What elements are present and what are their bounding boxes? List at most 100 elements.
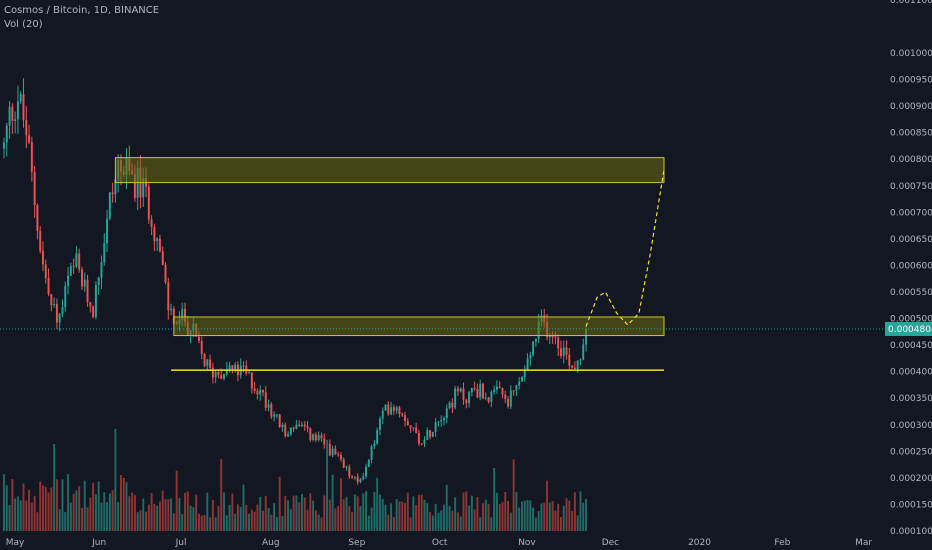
candle-body — [331, 448, 334, 456]
candle-body — [512, 390, 515, 392]
volume-bar — [189, 505, 192, 531]
volume-bar — [170, 498, 173, 531]
volume-bar — [19, 500, 22, 531]
candle-body — [39, 231, 42, 251]
volume-bar — [239, 507, 242, 531]
volume-bar — [97, 481, 100, 531]
candle-body — [565, 347, 568, 355]
candle-body — [281, 424, 284, 428]
volume-bar — [571, 511, 574, 531]
candle-body — [370, 446, 373, 460]
volume-bar — [200, 515, 203, 531]
volume-bar — [582, 502, 585, 531]
volume-bar — [573, 492, 576, 531]
volume-bar — [356, 496, 359, 531]
volume-bar — [209, 517, 212, 531]
volume-bar — [50, 487, 53, 531]
candle-body — [217, 372, 220, 376]
candle-body — [320, 435, 323, 439]
volume-bar — [181, 514, 184, 531]
volume-bar — [462, 492, 465, 531]
candle-body — [64, 285, 67, 308]
candle-body — [568, 354, 571, 366]
x-tick-label: Mar — [855, 538, 872, 548]
volume-bar — [562, 505, 565, 531]
candle-body — [53, 303, 56, 306]
candle-body — [14, 119, 17, 122]
volume-bar — [111, 490, 114, 531]
candle-body — [392, 407, 395, 411]
volume-bar — [22, 483, 25, 531]
volume-bar — [381, 499, 384, 531]
volume-bar — [406, 492, 409, 531]
volume-bar — [565, 498, 568, 531]
candle-body — [468, 392, 471, 404]
volume-indicator-label[interactable]: Vol (20) — [4, 19, 43, 30]
volume-bar — [242, 484, 245, 531]
candle-body — [278, 414, 281, 428]
candle-body — [100, 262, 103, 278]
candle-body — [337, 454, 340, 456]
projection-path — [585, 169, 665, 327]
volume-bar — [507, 500, 510, 531]
candle-body — [509, 390, 512, 407]
volume-bar — [309, 493, 312, 531]
candle-body — [367, 459, 370, 467]
volume-bar — [64, 512, 67, 531]
volume-bar — [264, 495, 267, 531]
volume-bar — [521, 501, 523, 531]
volume-bar — [468, 505, 471, 531]
candle-body — [292, 427, 295, 429]
candle-body — [579, 359, 582, 361]
candle-body — [585, 329, 587, 345]
candle-body — [203, 353, 206, 366]
volume-bar — [223, 492, 225, 531]
candle-body — [36, 205, 39, 232]
candle-body — [284, 424, 287, 437]
volume-bar — [150, 492, 153, 531]
volume-bar — [487, 503, 490, 531]
volume-bar — [270, 514, 273, 531]
volume-bar — [417, 494, 420, 531]
candle-body — [211, 367, 214, 378]
candle-body — [184, 308, 186, 323]
volume-bar — [72, 493, 75, 531]
volume-bar — [445, 484, 448, 531]
volume-bar — [161, 490, 164, 531]
candle-body — [103, 243, 106, 263]
volume-bar — [69, 502, 72, 531]
volume-bar — [345, 497, 348, 531]
volume-bar — [156, 505, 159, 531]
x-tick-label: May — [6, 538, 25, 548]
volume-bar — [89, 497, 92, 531]
volume-bar — [320, 517, 323, 531]
candle-body — [437, 421, 440, 423]
candle-body — [317, 435, 320, 441]
volume-bar — [30, 502, 33, 531]
candle-body — [576, 360, 579, 369]
candle-body — [200, 340, 203, 354]
volume-bar — [11, 478, 14, 531]
candle-body — [454, 388, 457, 408]
volume-bar — [273, 503, 276, 531]
volume-bar — [197, 513, 200, 531]
volume-bar — [523, 500, 526, 531]
volume-bar — [470, 495, 473, 531]
symbol-title: Cosmos / Bitcoin, 1D, BINANCE — [4, 5, 160, 16]
volume-bar — [139, 510, 142, 531]
candle-body — [434, 422, 437, 432]
candle-body — [404, 415, 406, 421]
candle-body — [234, 364, 237, 370]
volume-bar — [376, 477, 379, 531]
volume-bar — [234, 513, 237, 531]
candle-body — [242, 365, 245, 367]
candle-body — [264, 392, 267, 408]
candle-body — [47, 278, 50, 295]
volume-bar — [259, 496, 262, 531]
